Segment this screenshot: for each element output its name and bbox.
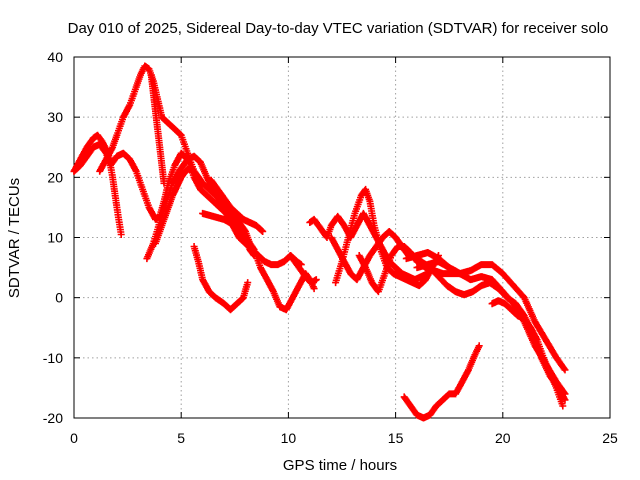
x-tick-label: 20 bbox=[495, 430, 511, 446]
series-marks bbox=[199, 209, 318, 314]
series-marks bbox=[152, 164, 207, 247]
y-tick-label: -20 bbox=[43, 410, 63, 426]
series-arc-h bbox=[199, 209, 318, 314]
series-marks bbox=[147, 71, 168, 187]
x-tick-label: 15 bbox=[388, 430, 404, 446]
series-marks bbox=[488, 297, 567, 410]
data-series bbox=[70, 62, 569, 422]
x-tick-label: 0 bbox=[70, 430, 78, 446]
axis-ticks bbox=[73, 56, 611, 419]
x-axis-label: GPS time / hours bbox=[283, 457, 397, 474]
series-arc-d bbox=[147, 71, 168, 187]
x-tick-label: 10 bbox=[281, 430, 297, 446]
series-arc-g bbox=[190, 243, 252, 314]
series-marks bbox=[287, 252, 320, 287]
series-marks bbox=[400, 342, 483, 422]
chart-title: Day 010 of 2025, Sidereal Day-to-day VTE… bbox=[68, 20, 609, 37]
y-axis-label: SDTVAR / TECUs bbox=[6, 178, 23, 298]
y-tick-label: 10 bbox=[47, 230, 63, 246]
y-tick-label: 30 bbox=[47, 109, 63, 125]
series-arc-s bbox=[488, 297, 567, 410]
y-tick-label: 40 bbox=[47, 49, 63, 65]
x-tick-label: 5 bbox=[177, 430, 185, 446]
series-marks bbox=[207, 176, 267, 235]
y-tick-label: 20 bbox=[47, 169, 63, 185]
series-arc-r bbox=[400, 342, 483, 422]
series-arc-i bbox=[207, 176, 267, 235]
series-marks bbox=[190, 243, 252, 314]
x-tick-label: 25 bbox=[602, 430, 618, 446]
y-tick-label: -10 bbox=[43, 350, 63, 366]
y-tick-label: 0 bbox=[55, 290, 63, 306]
x-tick-labels: 0 5 10 15 20 25 bbox=[70, 430, 618, 446]
series-arc-j bbox=[287, 252, 320, 287]
y-tick-labels: -20 -10 0 10 20 30 40 bbox=[43, 49, 63, 426]
series-arc-f bbox=[152, 164, 207, 247]
